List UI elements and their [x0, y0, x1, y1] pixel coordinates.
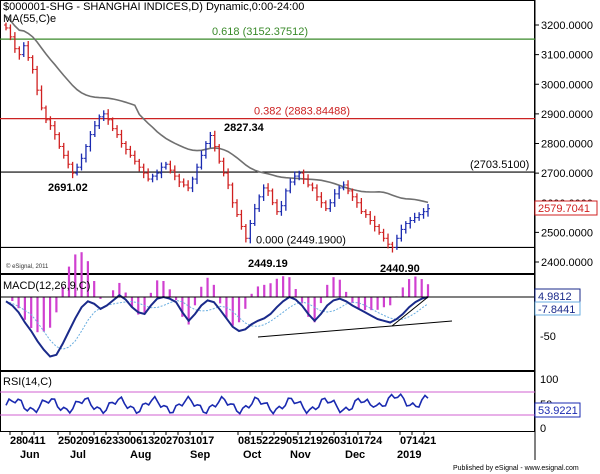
rsi-line	[5, 392, 429, 415]
day-tick-label: 15	[250, 435, 262, 447]
day-tick-label: 03	[178, 435, 190, 447]
price-tick-label: 3200.0000	[541, 20, 593, 32]
day-tick-label: 10	[346, 435, 358, 447]
annotation-low-jan: 2440.90	[380, 263, 420, 275]
price-tick-label: 3100.0000	[541, 50, 593, 62]
day-tick-label: 20	[154, 435, 166, 447]
day-tick-label: 13	[142, 435, 154, 447]
ma-indicator-label: MA(55,C)e	[3, 13, 56, 25]
day-tick-label: 04	[22, 435, 35, 447]
day-tick-label: 03	[334, 435, 346, 447]
price-tick-label: 2400.0000	[541, 257, 593, 269]
day-tick-label: 17	[358, 435, 370, 447]
day-tick-label: 22	[262, 435, 274, 447]
month-tick-label: Oct	[243, 449, 262, 461]
footer-credit: Published by eSignal - www.esignal.com	[453, 465, 579, 472]
day-tick-label: 29	[274, 435, 286, 447]
level-label: 0.382 (2883.84488)	[254, 106, 350, 118]
macd-signal-value: -7.8441	[538, 304, 575, 316]
macd-line	[5, 294, 429, 358]
price-tick-label: 2900.0000	[541, 109, 593, 121]
macd-trendline	[257, 320, 453, 338]
macd-value-boxes: 4.9812 -7.8441	[534, 288, 581, 316]
day-tick-label: 24	[370, 435, 383, 447]
day-tick-label: 07	[400, 435, 412, 447]
day-tick-label: 21	[424, 435, 436, 447]
panel-frames	[0, 0, 536, 460]
day-tick-label: 16	[94, 435, 106, 447]
macd-tick: -50	[540, 331, 556, 343]
price-tick-label: 2700.0000	[541, 168, 593, 180]
day-tick-label: 26	[322, 435, 334, 447]
annotation-low-jul: 2691.02	[48, 182, 88, 194]
month-tick-label: 2019	[397, 449, 421, 461]
day-tick-label: 23	[106, 435, 118, 447]
rsi-value-box: 53.9221	[534, 402, 581, 418]
last-price-label: 2579.7041	[538, 203, 590, 215]
price-tick-label: 3000.0000	[541, 79, 593, 91]
rsi-label: RSI(14,C)	[3, 376, 52, 388]
day-tick-label: 19	[310, 435, 322, 447]
level-label: (2703.5100)	[470, 159, 529, 171]
price-axis: 3200.0000 3100.0000 3000.0000 2900.0000 2800…	[535, 20, 593, 269]
day-tick-label: 28	[10, 435, 22, 447]
price-tick-label: 2500.0000	[541, 227, 593, 239]
day-tick-label: 08	[238, 435, 250, 447]
month-tick-label: Sep	[190, 449, 210, 461]
rsi-tick-100: 100	[540, 374, 558, 386]
annotation-low-oct: 2449.19	[248, 258, 288, 270]
time-axis: 28 04 11 25 02 09 16 23 30 06 13 20 27 03 10 17 08 15 22 29…	[9, 432, 436, 461]
day-tick-label: 30	[118, 435, 130, 447]
fibonacci-levels: 0.618 (3152.37512) 0.382 (2883.84488) (270…	[0, 26, 535, 249]
day-tick-label: 05	[286, 435, 298, 447]
month-tick-label: Aug	[130, 449, 151, 461]
level-label: 0.000 (2449.1900)	[256, 234, 346, 246]
day-tick-label: 27	[166, 435, 178, 447]
day-tick-label: 02	[70, 435, 82, 447]
watermark: © eSignal, 2011	[6, 263, 49, 270]
rsi-tick-0: 0	[540, 423, 546, 435]
day-tick-label: 12	[298, 435, 310, 447]
price-annotations: 2827.34 2691.02 2449.19 2440.90	[48, 122, 420, 275]
month-tick-label: Nov	[290, 449, 312, 461]
annotation-high: 2827.34	[224, 122, 265, 134]
day-tick-label: 10	[190, 435, 202, 447]
macd-histogram	[11, 252, 430, 333]
level-label: 0.618 (3152.37512)	[212, 26, 308, 38]
month-tick-label: Jul	[70, 449, 86, 461]
price-bars	[4, 22, 430, 253]
day-tick-label: 09	[82, 435, 94, 447]
price-tick-label: 2800.0000	[541, 139, 593, 151]
chart-title: $000001-SHG - SHANGHAI INDICES,D) Dynami…	[3, 1, 304, 13]
day-tick-label: 06	[130, 435, 142, 447]
macd-rising-line	[391, 296, 429, 327]
ma55-line	[5, 15, 429, 204]
day-tick-label: 11	[34, 435, 46, 447]
rsi-value: 53.9221	[538, 405, 578, 417]
macd-label: MACD(12,26,9,C)	[3, 280, 90, 292]
macd-value: 4.9812	[538, 291, 572, 303]
month-tick-label: Dec	[345, 449, 365, 461]
month-tick-label: Jun	[20, 449, 40, 461]
day-tick-label: 17	[202, 435, 214, 447]
last-price-marker: 2579.7041	[534, 200, 598, 216]
day-tick-label: 14	[412, 435, 425, 447]
day-tick-label: 25	[58, 435, 70, 447]
